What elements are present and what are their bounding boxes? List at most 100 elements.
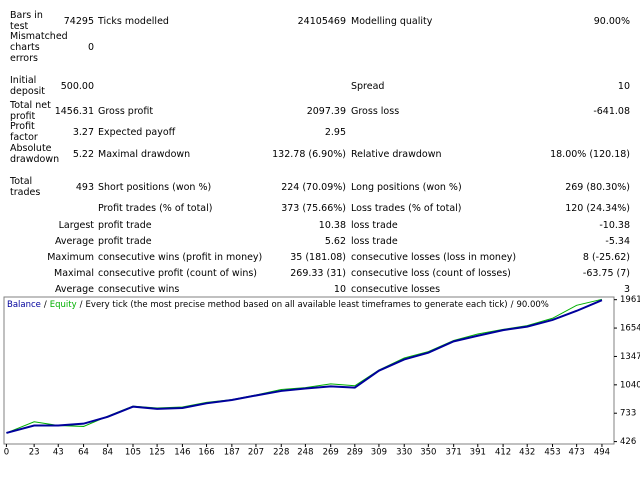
stat-value: 5.22 xyxy=(72,148,94,160)
stat-label: Total trades xyxy=(10,176,41,198)
stat-label: Bars in test xyxy=(10,10,43,32)
stat-value: 2.95 xyxy=(324,126,346,138)
stat-label: consecutive losses xyxy=(351,283,441,295)
x-tick-label: 494 xyxy=(594,448,610,458)
stat-value: 10.38 xyxy=(318,219,346,231)
report-row: Bars in test 74295 Ticks modelled 24105469 M… xyxy=(0,10,640,32)
balance-line xyxy=(6,299,603,434)
stat-value: -5.34 xyxy=(605,235,630,247)
stat-value: 269 (80.30%) xyxy=(565,181,630,193)
stat-label: Mismatched charts errors xyxy=(10,30,68,64)
stat-value: 10 xyxy=(333,283,346,295)
x-tick-label: 0 xyxy=(4,448,9,458)
x-tick-label: 391 xyxy=(470,448,486,458)
stat-value: 500.00 xyxy=(60,80,94,92)
stat-value: 120 (24.34%) xyxy=(565,202,630,214)
report-row: Mismatched charts errors 0 xyxy=(0,30,640,64)
chart-header: Balance / Equity / Every tick (the most prec… xyxy=(7,300,552,310)
stat-value: 24105469 xyxy=(297,15,346,27)
stat-value: 8 (-25.62) xyxy=(582,251,630,263)
stat-prefix: Maximal xyxy=(54,267,94,279)
x-tick-label: 43 xyxy=(53,448,64,458)
x-tick-label: 125 xyxy=(149,448,165,458)
report-row: Total net profit 1456.31 Gross profit 2097.… xyxy=(0,100,640,122)
stat-label: consecutive wins xyxy=(98,283,180,295)
stat-value: -10.38 xyxy=(599,219,630,231)
legend-equity: Equity xyxy=(49,300,77,310)
x-tick-label: 269 xyxy=(323,448,339,458)
quality: 90.00% xyxy=(516,300,549,310)
stat-label: Loss trades (% of total) xyxy=(351,202,462,214)
y-tick-label: 1040 xyxy=(620,380,640,390)
stat-value: 132.78 (6.90%) xyxy=(272,148,346,160)
x-tick-label: 105 xyxy=(125,448,141,458)
stat-value: 493 xyxy=(75,181,94,193)
stat-value: 35 (181.08) xyxy=(290,251,346,263)
stat-value: 3 xyxy=(623,283,630,295)
stat-label: Profit trades (% of total) xyxy=(98,202,213,214)
stat-label: consecutive wins (profit in money) xyxy=(98,251,263,263)
stat-value: 5.62 xyxy=(324,235,346,247)
x-tick-label: 64 xyxy=(78,448,89,458)
x-tick-label: 207 xyxy=(248,448,264,458)
x-tick-label: 473 xyxy=(569,448,585,458)
x-tick-label: 146 xyxy=(174,448,190,458)
stat-value: 2097.39 xyxy=(306,105,346,117)
stat-value: 74295 xyxy=(63,15,94,27)
x-tick-label: 23 xyxy=(29,448,40,458)
stat-label: Ticks modelled xyxy=(98,15,169,27)
stat-label: consecutive losses (loss in money) xyxy=(351,251,517,263)
stat-label: Modelling quality xyxy=(351,15,433,27)
stat-value: 269.33 (31) xyxy=(290,267,346,279)
report-row: Largest profit trade 10.38 loss trade -10.38 xyxy=(0,218,640,232)
x-tick-label: 84 xyxy=(102,448,113,458)
stat-value: -641.08 xyxy=(593,105,630,117)
x-tick-label: 289 xyxy=(347,448,363,458)
stat-label: Gross profit xyxy=(98,105,154,117)
y-tick-label: 1961 xyxy=(620,295,640,305)
stat-prefix: Largest xyxy=(58,219,94,231)
stat-prefix: Maximum xyxy=(47,251,94,263)
x-tick-label: 309 xyxy=(371,448,387,458)
separator: / xyxy=(510,300,514,310)
stat-label: Total net profit xyxy=(10,100,51,122)
report-row: Maximum consecutive wins (profit in money… xyxy=(0,250,640,264)
stat-value: 373 (75.66%) xyxy=(281,202,346,214)
stat-value: 1456.31 xyxy=(54,105,94,117)
stat-value: 0 xyxy=(87,41,94,53)
stat-value: 18.00% (120.18) xyxy=(550,148,630,160)
stat-label: consecutive loss (count of losses) xyxy=(351,267,511,279)
stat-label: Expected payoff xyxy=(98,126,176,138)
stat-value: 224 (70.09%) xyxy=(281,181,346,193)
stat-label: Maximal drawdown xyxy=(98,148,191,160)
x-tick-label: 432 xyxy=(519,448,535,458)
stat-value: -63.75 (7) xyxy=(582,267,630,279)
report-row: Total trades 493 Short positions (won %) 22… xyxy=(0,176,640,198)
stat-prefix: Average xyxy=(54,235,94,247)
stat-label: Gross loss xyxy=(351,105,400,117)
y-tick-label: 1347 xyxy=(620,352,640,362)
y-tick-label: 1654 xyxy=(620,324,640,334)
stat-label: Initial deposit xyxy=(10,75,46,97)
report-row: Initial deposit 500.00 Spread 10 xyxy=(0,75,640,97)
separator: / xyxy=(43,300,47,310)
x-tick-label: 412 xyxy=(495,448,511,458)
subtitle: Every tick (the most precise method base… xyxy=(85,300,508,310)
legend-balance: Balance xyxy=(7,300,41,310)
x-tick-label: 248 xyxy=(297,448,313,458)
x-tick-label: 350 xyxy=(420,448,436,458)
report-row: Profit factor 3.27 Expected payoff 2.95 xyxy=(0,121,640,143)
separator: / xyxy=(79,300,83,310)
y-tick-label: 426 xyxy=(620,437,636,447)
stat-label: loss trade xyxy=(351,235,398,247)
stat-value: 10 xyxy=(617,80,630,92)
stat-label: Long positions (won %) xyxy=(351,181,462,193)
report-row: Maximal consecutive profit (count of wins… xyxy=(0,266,640,280)
equity-line xyxy=(6,298,603,434)
stat-value: 3.27 xyxy=(72,126,94,138)
x-tick-label: 187 xyxy=(224,448,240,458)
x-tick-label: 453 xyxy=(544,448,560,458)
stat-label: profit trade xyxy=(98,219,152,231)
plot-frame xyxy=(3,296,615,445)
